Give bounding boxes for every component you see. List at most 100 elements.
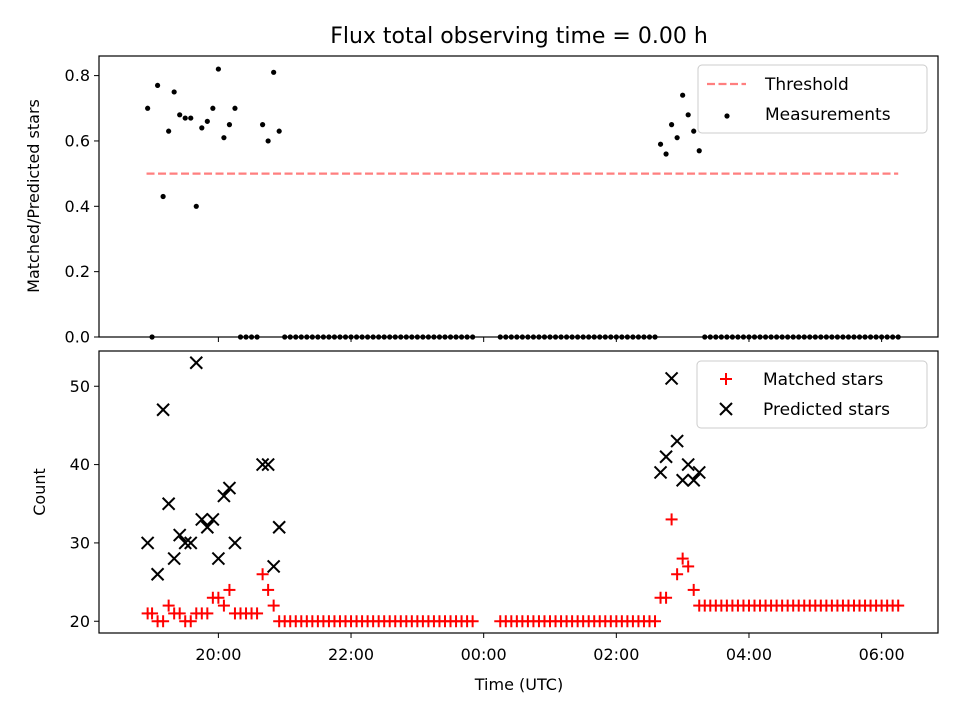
measurement-point xyxy=(210,105,216,111)
matched-star-point xyxy=(466,615,479,628)
measurement-point xyxy=(166,128,172,134)
measurement-point xyxy=(160,193,166,200)
x-tick-label: 02:00 xyxy=(593,645,639,664)
measurement-point xyxy=(276,128,282,134)
measurement-point xyxy=(685,112,691,118)
matched-star-point xyxy=(146,607,159,620)
predicted-star-point xyxy=(228,536,242,550)
legend-threshold-label: Threshold xyxy=(764,75,849,95)
predicted-star-point xyxy=(217,489,231,503)
measurement-point xyxy=(215,66,221,72)
top-y-tick-label: 0.8 xyxy=(65,66,90,85)
predicted-star-point-b xyxy=(261,457,275,472)
matched-star-point xyxy=(184,615,197,628)
legend-measurements-swatch xyxy=(724,113,730,119)
predicted-star-point xyxy=(189,356,203,370)
predicted-star-point xyxy=(675,473,690,487)
measurement-point xyxy=(171,89,177,95)
bottom-legend: Matched stars Predicted stars xyxy=(696,360,928,429)
predicted-star-point xyxy=(670,434,684,448)
predicted-star-point xyxy=(272,520,286,534)
measurement-point xyxy=(193,203,199,209)
bottom-y-axis: 20 30 40 50 xyxy=(70,377,99,631)
top-panel: 0.00.20.40.60.8 Matched/Predicted stars … xyxy=(24,55,939,347)
predicted-star-point xyxy=(178,536,192,550)
predicted-star-point xyxy=(150,567,165,581)
predicted-star-point xyxy=(261,457,275,472)
predicted-star-point xyxy=(686,473,701,487)
predicted-star-point xyxy=(172,528,187,542)
measurement-point xyxy=(204,118,210,124)
predicted-star-point-b xyxy=(653,465,668,480)
predicted-star-point-b xyxy=(200,520,215,534)
measurement-point xyxy=(177,112,183,118)
measurement-point xyxy=(265,138,271,144)
measurement-point xyxy=(188,115,194,121)
matched-star-point xyxy=(256,568,269,581)
legend-predicted-label: Predicted stars xyxy=(763,400,890,420)
predicted-star-point-b xyxy=(184,536,198,550)
matched-star-point xyxy=(217,599,230,612)
predicted-star-point xyxy=(659,450,673,464)
top-x-ticks xyxy=(217,337,883,342)
x-tick-label: 00:00 xyxy=(461,645,507,664)
matched-star-point xyxy=(682,560,695,573)
predicted-star-point xyxy=(156,403,170,417)
matched-star-point xyxy=(201,607,214,620)
predicted-star-point-b xyxy=(167,551,181,566)
predicted-star-point xyxy=(255,457,270,472)
matched-star-point xyxy=(267,599,280,612)
predicted-star-point-b xyxy=(222,481,237,495)
bottom-y-tick-label: 40 xyxy=(70,455,90,474)
matched-star-point xyxy=(892,599,905,612)
measurement-point xyxy=(696,148,702,154)
predicted-star-point-b xyxy=(172,528,187,542)
bottom-y-tick-label: 20 xyxy=(70,612,90,631)
x-tick-label: 06:00 xyxy=(859,645,905,664)
measurement-point xyxy=(199,125,205,131)
predicted-star-point xyxy=(206,512,220,527)
predicted-star-point-b xyxy=(195,512,209,527)
predicted-star-point xyxy=(211,551,226,566)
measurement-point xyxy=(674,135,680,141)
predicted-star-point-b xyxy=(272,520,286,534)
predicted-star-point-b xyxy=(686,473,701,487)
top-legend: Threshold Measurements xyxy=(697,64,928,134)
matched-star-point xyxy=(162,599,175,612)
measurement-point xyxy=(691,128,697,134)
measurement-point xyxy=(680,92,686,98)
bottom-y-tick-label: 50 xyxy=(70,377,90,396)
predicted-star-point xyxy=(266,559,281,574)
matched-star-point xyxy=(251,607,264,620)
measurement-point xyxy=(221,135,227,141)
bottom-y-tick-label: 30 xyxy=(70,533,90,552)
x-tick-label: 04:00 xyxy=(726,645,772,664)
top-y-tick-label: 0.0 xyxy=(65,328,90,347)
measurement-point xyxy=(271,69,277,75)
predicted-star-point xyxy=(167,551,181,566)
matched-star-point xyxy=(665,513,678,526)
x-tick-label: 22:00 xyxy=(328,645,374,664)
predicted-star-point-b xyxy=(206,512,220,527)
predicted-star-point xyxy=(681,457,695,472)
top-y-tick-label: 0.6 xyxy=(65,131,90,150)
bottom-y-axis-label: Count xyxy=(30,468,49,516)
bottom-plot-frame xyxy=(98,350,939,634)
legend-matched-label: Matched stars xyxy=(763,370,883,390)
predicted-star-point xyxy=(161,497,176,511)
top-plot-frame xyxy=(98,55,939,338)
predicted-star-point-b xyxy=(217,489,231,503)
chart-title: Flux total observing time = 0.00 h xyxy=(330,24,708,49)
legend-predicted-swatch xyxy=(719,402,733,416)
predicted-star-point xyxy=(692,465,706,480)
measurement-point xyxy=(668,122,675,128)
matched-star-point xyxy=(676,552,689,565)
top-y-axis-label: Matched/Predicted stars xyxy=(24,99,43,293)
x-axis-label: Time (UTC) xyxy=(474,675,563,694)
predicted-star-point-b xyxy=(675,473,690,487)
x-tick-label: 20:00 xyxy=(195,645,241,664)
legend-matched-swatch xyxy=(720,373,732,385)
measurement-point xyxy=(145,105,151,111)
